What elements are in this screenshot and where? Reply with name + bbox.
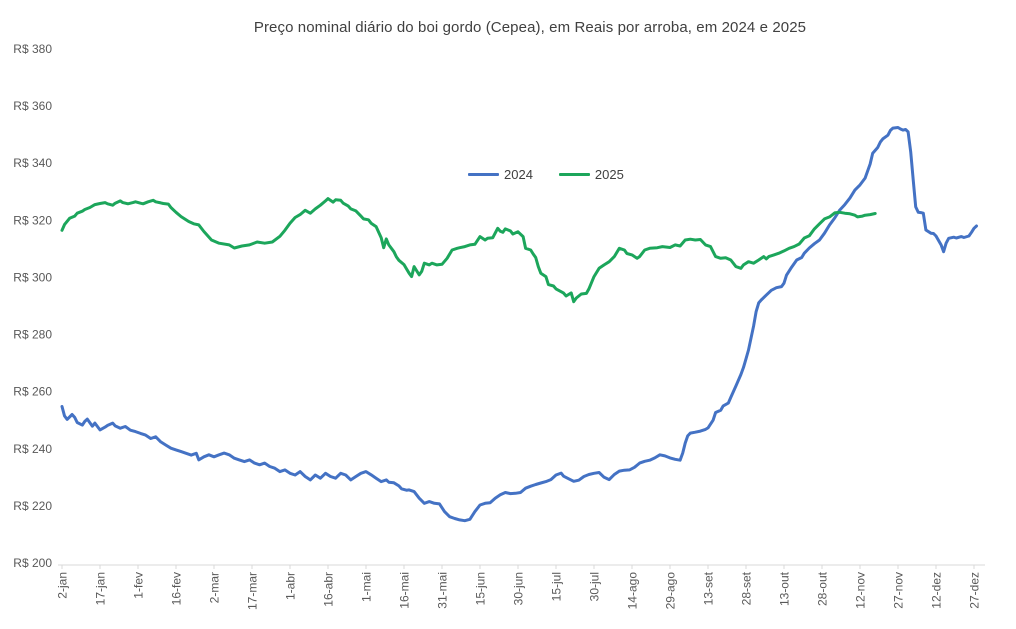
x-tick-label: 30-jul	[588, 572, 602, 601]
y-tick-label: R$ 200	[13, 556, 52, 570]
y-tick-label: R$ 340	[13, 156, 52, 170]
y-tick-label: R$ 260	[13, 385, 52, 399]
x-tick-label: 17-jan	[94, 572, 108, 605]
x-tick-label: 16-abr	[322, 572, 336, 607]
y-tick-label: R$ 220	[13, 499, 52, 513]
series-line-2025	[60, 197, 877, 304]
x-tick-label: 30-jun	[512, 572, 526, 605]
x-tick-label: 2-mar	[208, 572, 222, 603]
series-line-2024	[60, 126, 978, 523]
x-tick-label: 16-fev	[170, 572, 184, 605]
legend-label-2025: 2025	[594, 167, 624, 182]
x-tick-label: 31-mai	[436, 572, 450, 609]
x-tick-label: 13-set	[702, 571, 716, 605]
y-tick-label: R$ 360	[13, 99, 52, 113]
x-tick-label: 1-abr	[284, 572, 298, 600]
x-tick-label: 2-jan	[56, 572, 70, 599]
y-tick-label: R$ 240	[13, 442, 52, 456]
chart-title: Preço nominal diário do boi gordo (Cepea…	[253, 19, 807, 36]
legend-item-2025: 2025	[558, 167, 624, 182]
x-tick-label: 27-nov	[892, 572, 906, 609]
x-tick-label: 16-mai	[398, 572, 412, 609]
chart-legend: 2024 2025	[468, 167, 624, 182]
x-tick-label: 15-jul	[550, 572, 564, 601]
y-tick-label: R$ 380	[13, 42, 52, 56]
y-tick-label: R$ 300	[13, 270, 52, 284]
y-tick-label: R$ 280	[13, 328, 52, 342]
legend-line-swatch-2025-icon	[558, 173, 590, 176]
x-tick-label: 1-mai	[360, 572, 374, 602]
x-tick-label: 14-ago	[626, 572, 640, 610]
y-tick-label: R$ 320	[13, 213, 52, 227]
x-tick-label: 12-dez	[930, 572, 944, 609]
legend-label-2024: 2024	[504, 167, 533, 182]
x-tick-label: 1-fev	[132, 572, 146, 599]
x-tick-label: 13-out	[778, 571, 792, 606]
x-tick-label: 28-out	[816, 571, 830, 606]
x-tick-label: 27-dez	[968, 572, 982, 609]
x-tick-label: 28-set	[740, 571, 754, 605]
x-tick-label: 15-jun	[474, 572, 488, 605]
legend-line-swatch-2024-icon	[468, 173, 499, 176]
x-tick-label: 17-mar	[246, 572, 260, 610]
x-tick-label: 29-ago	[664, 572, 678, 610]
x-tick-label: 12-nov	[854, 572, 868, 609]
legend-item-2024: 2024	[468, 167, 533, 182]
